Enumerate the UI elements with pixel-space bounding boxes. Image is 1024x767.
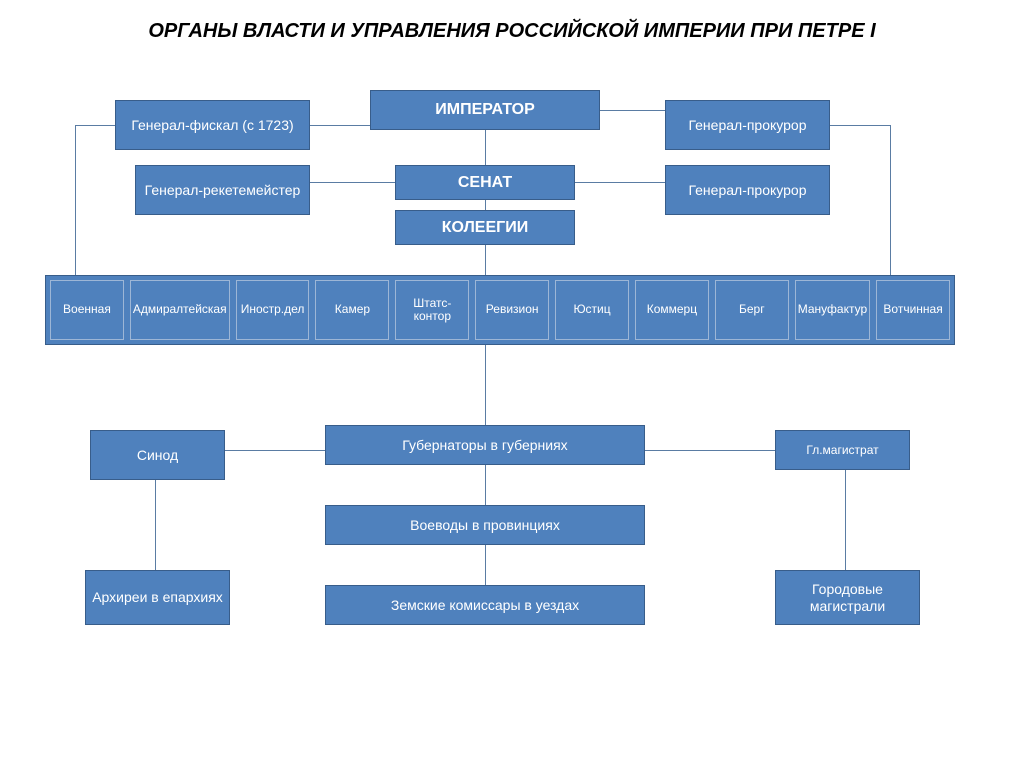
node-sinod: Синод — [90, 430, 225, 480]
connector-0 — [485, 130, 486, 165]
collegia-cell-10: Вотчинная — [876, 280, 950, 340]
node-gen_reket: Генерал-рекетемейстер — [135, 165, 310, 215]
collegia-cell-2: Иностр.дел — [236, 280, 310, 340]
node-gub: Губернаторы в губерниях — [325, 425, 645, 465]
collegia-cell-5: Ревизион — [475, 280, 549, 340]
connector-13 — [485, 345, 486, 425]
collegia-cell-1: Адмиралтейская — [130, 280, 230, 340]
collegia-cell-7: Коммерц — [635, 280, 709, 340]
collegia-cell-3: Камер — [315, 280, 389, 340]
collegia-cell-0: Военная — [50, 280, 124, 340]
node-collegii_label: КОЛЕЕГИИ — [395, 210, 575, 245]
node-voev: Воеводы в провинциях — [325, 505, 645, 545]
node-zemsk: Земские комиссары в уездах — [325, 585, 645, 625]
node-gen_fiskal: Генерал-фискал (с 1723) — [115, 100, 310, 150]
collegia-cell-9: Мануфактур — [795, 280, 870, 340]
collegia-cell-4: Штатс-контор — [395, 280, 469, 340]
node-magistr: Гл.магистрат — [775, 430, 910, 470]
collegia-cell-6: Юстиц — [555, 280, 629, 340]
node-senate: СЕНАТ — [395, 165, 575, 200]
node-gen_prok1: Генерал-прокурор — [665, 100, 830, 150]
connector-19 — [845, 470, 846, 570]
connector-4 — [575, 182, 665, 183]
connector-10 — [830, 125, 890, 126]
node-gen_prok2: Генерал-прокурор — [665, 165, 830, 215]
connector-17 — [645, 450, 775, 451]
node-gorod: Городовые магистрали — [775, 570, 920, 625]
node-emperor: ИМПЕРАТОР — [370, 90, 600, 130]
node-arhir: Архиреи в епархиях — [85, 570, 230, 625]
connector-14 — [485, 465, 486, 505]
connector-6 — [310, 125, 370, 126]
collegia-cell-8: Берг — [715, 280, 789, 340]
connector-3 — [310, 182, 395, 183]
connector-16 — [225, 450, 325, 451]
connector-2 — [485, 245, 486, 275]
connector-7 — [75, 125, 115, 126]
collegia-bar: ВоеннаяАдмиралтейскаяИностр.делКамерШтат… — [45, 275, 955, 345]
connector-1 — [485, 200, 486, 210]
connector-18 — [155, 480, 156, 570]
diagram-title: ОРГАНЫ ВЛАСТИ И УПРАВЛЕНИЯ РОССИЙСКОЙ ИМ… — [0, 0, 1024, 53]
connector-5 — [600, 110, 665, 111]
connector-15 — [485, 545, 486, 585]
